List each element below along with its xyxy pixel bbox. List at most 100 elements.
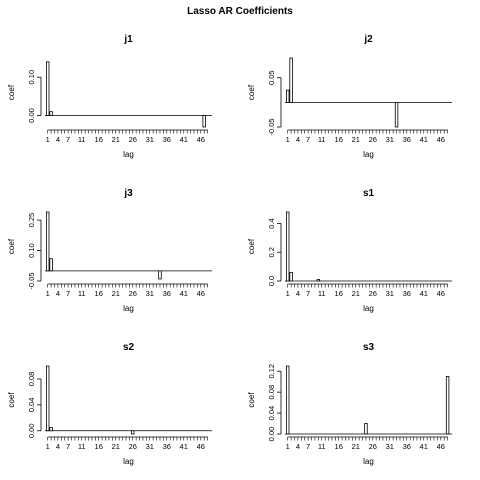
panel-title: s1 — [363, 188, 375, 199]
x-tick-label: 31 — [386, 289, 394, 298]
panel-j1: j1 0.00 0.10 1 4 7 11 16 21 26 31 36 41 46 lag coef — [7, 34, 212, 159]
bar-lag-1 — [46, 212, 49, 271]
x-axis-label: lag — [123, 150, 134, 159]
bar-lag-24 — [365, 424, 368, 434]
figure-title: Lasso AR Coefficients — [187, 6, 293, 17]
x-tick-label: 7 — [66, 289, 70, 298]
x-tick-label: 41 — [180, 289, 188, 298]
y-tick-label: 0.00 — [27, 423, 36, 438]
x-tick-label: 4 — [56, 289, 60, 298]
bar-lag-2 — [290, 58, 293, 102]
x-axis-label: lag — [123, 457, 134, 466]
y-tick-label: 0.04 — [267, 406, 276, 421]
y-tick-label: 0.0 — [267, 276, 276, 286]
x-tick-label: 21 — [352, 442, 360, 451]
x-tick-label: 11 — [78, 442, 86, 451]
x-tick-label: 21 — [112, 289, 120, 298]
y-tick-label: 0.2 — [267, 247, 276, 257]
x-tick-label: 31 — [146, 442, 154, 451]
x-tick-label: 41 — [180, 135, 188, 144]
x-axis-label: lag — [363, 304, 374, 313]
x-tick-label: 7 — [306, 442, 310, 451]
x-tick-label: 36 — [403, 135, 411, 144]
x-tick-label: 21 — [352, 135, 360, 144]
bar-lag-1 — [286, 90, 289, 102]
x-axis-label: lag — [123, 304, 134, 313]
x-tick-label: 41 — [180, 442, 188, 451]
x-tick-label: 46 — [197, 442, 205, 451]
bar-lag-34 — [159, 271, 162, 279]
bar-lag-1 — [46, 62, 49, 116]
x-tick-label: 46 — [437, 442, 445, 451]
y-tick-label: -0.05 — [267, 118, 276, 135]
x-tick-label: 1 — [46, 135, 50, 144]
y-tick-label: -0.05 — [27, 272, 36, 289]
x-tick-label: 31 — [146, 289, 154, 298]
y-axis-label: coef — [7, 392, 16, 408]
x-tick-label: 16 — [95, 442, 103, 451]
x-tick-label: 1 — [46, 289, 50, 298]
x-tick-label: 46 — [197, 289, 205, 298]
x-tick-label: 26 — [369, 442, 377, 451]
bar-lag-2 — [290, 272, 293, 281]
bar-lag-2 — [50, 259, 53, 271]
panels: j10.000.101 4 7 11 16 21 26 31 36 41 46lagcoefj2-0… — [7, 34, 452, 466]
y-tick-label: 0.10 — [27, 243, 36, 258]
y-tick-label: 0.08 — [267, 385, 276, 400]
panel-s1: s1 0.0 0.2 0.4 1 4 7 11 16 21 26 31 36 41 46 lag coef — [247, 188, 452, 313]
panel-title: s2 — [123, 342, 135, 353]
panel-title: j1 — [123, 34, 133, 45]
bar-lag-1 — [286, 212, 289, 281]
panel-title: j2 — [363, 34, 373, 45]
x-tick-label: 1 — [286, 135, 290, 144]
y-tick-label: 0.4 — [267, 218, 276, 228]
x-tick-label: 26 — [369, 135, 377, 144]
bar-lag-48 — [446, 376, 449, 434]
x-tick-label: 46 — [437, 135, 445, 144]
x-tick-label: 1 — [286, 289, 290, 298]
bar-lag-47 — [203, 116, 206, 128]
y-tick-label: 0.05 — [267, 70, 276, 85]
x-tick-label: 11 — [318, 135, 326, 144]
bar-lag-2 — [50, 112, 53, 116]
x-tick-label: 21 — [112, 442, 120, 451]
x-tick-label: 31 — [386, 442, 394, 451]
x-tick-label: 11 — [318, 442, 326, 451]
y-tick-label: 0.04 — [27, 398, 36, 413]
x-tick-label: 11 — [318, 289, 326, 298]
y-tick-label: 0.12 — [267, 364, 276, 379]
x-tick-label: 4 — [296, 442, 300, 451]
x-tick-label: 31 — [386, 135, 394, 144]
bar-lag-1 — [286, 366, 289, 434]
x-tick-label: 36 — [403, 289, 411, 298]
x-tick-label: 36 — [163, 135, 171, 144]
panel-s3: s3 0.00 0.04 0.08 0.12 1 4 7 11 16 21 26 31 36 41 46 lag… — [247, 342, 452, 466]
x-tick-label: 7 — [306, 289, 310, 298]
x-tick-label: 26 — [369, 289, 377, 298]
x-tick-label: 36 — [163, 442, 171, 451]
x-tick-label: 31 — [146, 135, 154, 144]
x-tick-label: 41 — [420, 442, 428, 451]
x-tick-label: 4 — [56, 442, 60, 451]
x-tick-label: 11 — [78, 135, 86, 144]
panel-j3: j3 -0.05 0.10 0.25 1 4 7 11 16 21 26 31 36 41 46 lag coe… — [7, 188, 212, 313]
x-tick-label: 4 — [296, 289, 300, 298]
x-tick-label: 46 — [197, 135, 205, 144]
bar-lag-10 — [317, 280, 320, 281]
x-tick-label: 36 — [403, 442, 411, 451]
panel-s2: s2 0.00 0.04 0.08 1 4 7 11 16 21 26 31 36 41 46 lag coef — [7, 342, 212, 466]
bar-lag-2 — [50, 428, 53, 431]
bar-lag-26 — [131, 431, 134, 434]
bar-lag-33 — [395, 102, 398, 127]
x-tick-label: 26 — [129, 289, 137, 298]
panel-title: s3 — [363, 342, 375, 353]
y-axis-label: coef — [7, 84, 16, 100]
y-tick-label: 0.00 — [27, 108, 36, 123]
y-axis-label: coef — [7, 238, 16, 254]
x-tick-label: 1 — [46, 442, 50, 451]
y-axis-label: coef — [247, 238, 256, 254]
x-tick-label: 16 — [335, 135, 343, 144]
x-tick-label: 26 — [129, 135, 137, 144]
x-tick-label: 16 — [335, 442, 343, 451]
x-tick-label: 41 — [420, 289, 428, 298]
